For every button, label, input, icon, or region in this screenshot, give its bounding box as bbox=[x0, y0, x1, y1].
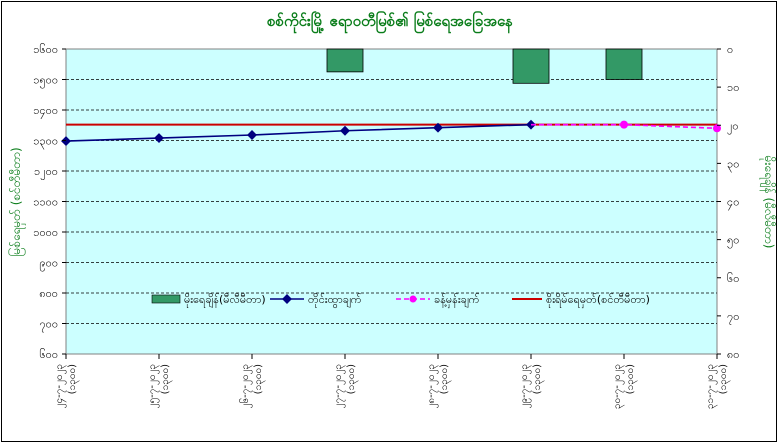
right-tick-label: ၄၀ bbox=[727, 196, 739, 211]
x-tick-time: (၁၃၀၀) bbox=[253, 364, 266, 394]
right-tick-label: ၅၀ bbox=[727, 234, 739, 249]
observed-series-line bbox=[65, 123, 532, 142]
left-axis-ticks: ၆၀၀ ၇၀၀ ၈၀၀ ၉၀၀ ၁၀၀၀ ၁၁၀၀ ၁၂၀၀ ၁၃၀၀ ၁၄၀၀ ၁၅၀၀ ၁၆၀၀ bbox=[33, 43, 66, 361]
right-axis-label: မိုးရေချိန် (မီလီမီတာ) bbox=[759, 156, 777, 249]
left-tick-label: ၁၄၀၀ bbox=[33, 104, 58, 119]
x-tick-date: ၃၀-၇-၂၀၂၃ bbox=[612, 364, 625, 409]
x-tick-date: ၂၅-၇-၂၀၂၃ bbox=[147, 364, 160, 408]
x-axis-ticks: ၂၄-၇-၂၀၂၃ (၁၃၀၀) ၂၅-၇-၂၀၂၃ (၁၃၀၀) ၂၆-၇-၂၀၂၃(… bbox=[54, 354, 731, 409]
left-tick-label: ၁၂၀၀ bbox=[34, 165, 58, 180]
x-tick-label: ၂၅-၇-၂၀၂၃ (၁၃၀၀) bbox=[147, 364, 173, 409]
left-tick-label: ၉၀၀ bbox=[39, 257, 58, 272]
legend-label-observed: တိုင်းထွာချက် bbox=[308, 293, 362, 308]
x-tick-label: ၂၉-၇-၂၀၂၃ (၁၃၀၀) bbox=[519, 364, 545, 409]
x-tick-date: ၂၆-၇-၂၀၂၃ bbox=[238, 364, 253, 408]
right-tick-label: ၆၀ bbox=[727, 272, 739, 285]
forecast-point bbox=[713, 124, 721, 133]
rainfall-bar bbox=[512, 48, 550, 84]
left-tick-label: ၁၆၀၀ bbox=[33, 43, 58, 56]
legend-marker-forecast bbox=[409, 295, 417, 303]
x-tick-date: ၂၈-၇-၂၀၂၃ bbox=[426, 364, 439, 409]
chart-title: စစ်ကိုင်းမြို့ ဧရာဝတီမြစ်၏ မြစ်ရေအခြေအနေ bbox=[267, 10, 513, 34]
left-tick-label: ၁၅၀၀ bbox=[33, 74, 58, 89]
right-tick-label: ၂၀ bbox=[727, 119, 739, 134]
x-tick-label: ၃၀-၇-၂၀၂၃ (၁၃၀၀) bbox=[612, 364, 638, 409]
right-tick-label: ၈၀ bbox=[727, 348, 739, 361]
forecast-line bbox=[531, 120, 721, 133]
legend-label-warning: စိုးရိမ်ရေမှတ်(စင်တီမီတာ) bbox=[546, 293, 650, 308]
left-tick-label: ၆၀၀ bbox=[39, 348, 58, 361]
legend-label-forecast: ခန့်မှန်းချက် bbox=[434, 293, 480, 308]
x-tick-time: (၁၃၀၀) bbox=[346, 364, 359, 394]
rainfall-bars bbox=[326, 48, 643, 84]
legend-label-rainfall: မိုးရေချိန်(မီလီမီတာ) bbox=[184, 293, 266, 308]
observed-point bbox=[154, 133, 164, 144]
x-tick-date: ၃၁-၇-၂၀၂၃ bbox=[705, 364, 718, 409]
x-tick-time: (၁၃၀၀) bbox=[625, 364, 638, 394]
left-tick-label: ၁၁၀၀ bbox=[33, 196, 58, 209]
x-tick-time: (၁၃၀၀) bbox=[160, 364, 173, 394]
left-axis-label: မြစ်ရေမှတ် (စင်တီမီတာ) bbox=[7, 147, 26, 256]
x-tick-date: ၂၇-၇-၂၀၂၃ bbox=[333, 364, 346, 408]
x-tick-label: ၂၇-၇-၂၀၂၃ (၁၃၀၀) bbox=[333, 364, 359, 409]
left-tick-label: ၇၀၀ bbox=[39, 318, 58, 333]
x-tick-time: (၁၃၀၀) bbox=[67, 364, 80, 394]
observed-line bbox=[61, 119, 536, 147]
legend-swatch-rainfall bbox=[151, 294, 181, 304]
right-tick-label: ၇၀ bbox=[727, 310, 739, 325]
x-tick-time: (၁၃၀၀) bbox=[439, 364, 452, 394]
left-tick-label: ၈၀၀ bbox=[39, 287, 58, 300]
rainfall-bar bbox=[326, 48, 364, 73]
x-tick-label: ၂၆-၇-၂၀၂၃ (၁၃၀၀) bbox=[238, 364, 266, 409]
legend: မိုးရေချိန်(မီလီမီတာ) တိုင်းထွာချက် ခန့်မှ… bbox=[151, 293, 650, 308]
right-tick-label: ၃၀ bbox=[727, 157, 739, 172]
x-tick-label: ၂၈-၇-၂၀၂၃ (၁၃၀၀) bbox=[426, 364, 452, 409]
observed-point bbox=[61, 136, 71, 147]
x-tick-date: ၂၄-၇-၂၀၂၃ bbox=[54, 364, 67, 408]
right-tick-label: ၁၀ bbox=[727, 81, 739, 94]
left-tick-label: ၁၃၀၀ bbox=[33, 135, 58, 150]
x-tick-time: (၁၃၀၀) bbox=[532, 364, 545, 394]
x-tick-date: ၂၉-၇-၂၀၂၃ bbox=[519, 364, 532, 408]
x-tick-label: ၃၁-၇-၂၀၂၃ (၁၃၀၀) bbox=[705, 364, 731, 409]
x-tick-time: (၁၃၀၀) bbox=[718, 364, 731, 394]
forecast-point bbox=[620, 120, 628, 129]
left-tick-label: ၁၀၀၀ bbox=[33, 226, 58, 239]
x-tick-label: ၂၄-၇-၂၀၂၃ (၁၃၀၀) bbox=[54, 364, 80, 409]
right-tick-label: ၀ bbox=[727, 43, 733, 56]
rainfall-bar bbox=[605, 48, 643, 80]
observed-point bbox=[247, 130, 257, 140]
legend-marker-observed bbox=[282, 294, 292, 304]
